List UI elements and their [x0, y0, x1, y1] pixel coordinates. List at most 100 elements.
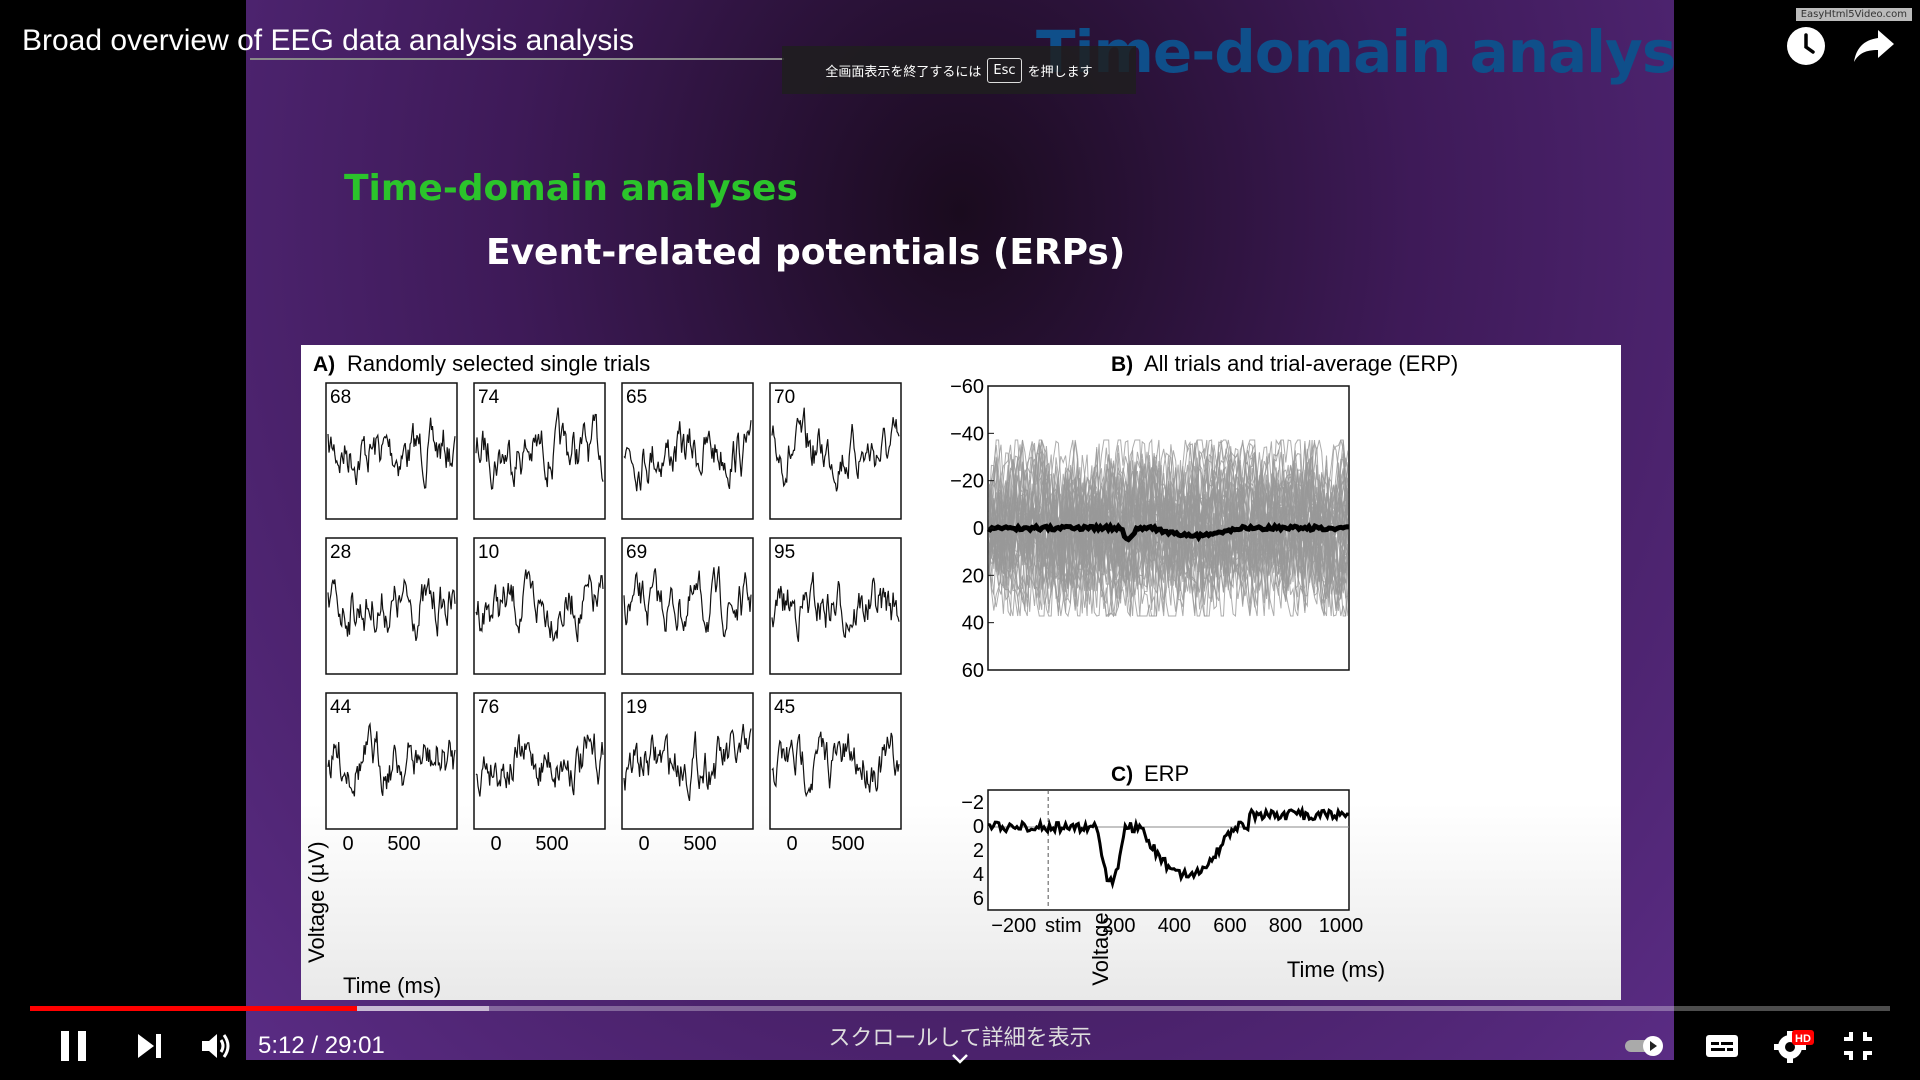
- panel-a-title: Randomly selected single trials: [347, 351, 650, 376]
- erp-line: [987, 804, 1350, 890]
- panel-c-xtick: stim: [1045, 915, 1082, 937]
- single-trial-trace: [988, 439, 1349, 618]
- exit-fullscreen-button[interactable]: [1838, 1024, 1878, 1068]
- panel-a-xtick: 500: [683, 833, 716, 855]
- trial-trace: [623, 723, 752, 802]
- trial-panel: 74: [473, 382, 606, 520]
- chevron-down-icon[interactable]: [950, 1052, 970, 1066]
- hd-badge: HD: [1795, 1033, 1811, 1045]
- watermark: EasyHtml5Video.com: [1795, 8, 1912, 21]
- panel-c-ytick: 6: [973, 888, 984, 910]
- erp-figure: A) Randomly selected single trials 68 74 6…: [301, 345, 1621, 1000]
- progress-played: [30, 1006, 358, 1011]
- erp-figure-svg: A) Randomly selected single trials 68 74 6…: [304, 351, 1458, 998]
- panel-a-xtick: 500: [387, 833, 420, 855]
- panel-c-label: C): [1111, 763, 1133, 786]
- pause-icon: [61, 1031, 86, 1061]
- panel-c-title: ERP: [1144, 761, 1189, 786]
- panel-c-ytick: 2: [973, 840, 984, 862]
- single-trial-trace: [988, 440, 1349, 617]
- panel-c-ytick: 4: [973, 864, 984, 886]
- panel-a-xtick: 500: [535, 833, 568, 855]
- trial-trace: [327, 417, 456, 489]
- trial-number: 28: [330, 542, 351, 563]
- trial-number: 68: [330, 387, 351, 408]
- trial-trace: [771, 572, 900, 642]
- panel-b-label: B): [1111, 353, 1133, 376]
- settings-icon: HD: [1774, 1030, 1814, 1063]
- panel-c-xtick: 400: [1158, 915, 1191, 937]
- trial-panel: 10: [473, 537, 606, 675]
- subtitles-button[interactable]: [1702, 1024, 1742, 1068]
- esc-key-label: Esc: [987, 57, 1022, 83]
- trial-frame: [473, 537, 606, 675]
- panel-a-xlabels: Time (ms): [343, 973, 441, 998]
- trial-number: 19: [626, 697, 647, 718]
- trial-number: 74: [478, 387, 500, 408]
- title-underline: [250, 58, 784, 60]
- video-title: Broad overview of EEG data analysis anal…: [22, 24, 634, 57]
- trial-trace: [475, 569, 604, 643]
- erp-average-line: [986, 521, 1350, 543]
- trial-panel: 95: [769, 537, 902, 675]
- time-display-text: 5:12 / 29:01: [258, 1032, 385, 1059]
- trial-number: 76: [478, 697, 499, 718]
- single-trial-trace: [988, 438, 1349, 617]
- panel-a-xtick: 0: [786, 833, 797, 855]
- panel-b-ytick: −60: [950, 376, 984, 398]
- subtitles-icon: [1706, 1035, 1738, 1057]
- panel-c-xtick: −200: [991, 915, 1036, 937]
- next-icon: [138, 1034, 161, 1058]
- slide-heading: Time-domain analyses: [344, 168, 798, 209]
- trial-panel: 65: [621, 382, 754, 520]
- trial-number: 10: [478, 542, 499, 563]
- panel-a-xticks: 0 500 0 500 0 500 0 500: [342, 833, 864, 855]
- toast-suffix: を押します: [1027, 64, 1093, 80]
- trial-trace: [623, 566, 752, 638]
- panel-c-xtick: 1000: [1319, 915, 1364, 937]
- trial-trace: [475, 733, 604, 797]
- time-display: 5:12 / 29:01: [258, 1024, 385, 1068]
- trial-number: 65: [626, 387, 647, 408]
- slide-ghost-title: Time-domain analyses: [1036, 18, 1674, 86]
- autoplay-toggle[interactable]: [1622, 1024, 1668, 1068]
- trial-panel: 44: [325, 692, 458, 830]
- volume-icon: [202, 1034, 230, 1058]
- panel-c-frame: [987, 789, 1350, 911]
- trial-number: 44: [330, 697, 352, 718]
- trial-frame: [473, 382, 606, 520]
- pause-button[interactable]: [56, 1024, 92, 1068]
- panel-c-ytick: 0: [973, 816, 984, 838]
- settings-button[interactable]: HD: [1772, 1024, 1816, 1068]
- slide-subheading: Event-related potentials (ERPs): [486, 232, 1126, 273]
- trial-panel: 69: [621, 537, 754, 675]
- trial-trace: [327, 578, 456, 641]
- all-trials-plot: −60 −40 −20 0 20 40 60: [950, 376, 1350, 682]
- share-icon[interactable]: [1850, 22, 1898, 70]
- single-trial-trace: [988, 439, 1349, 618]
- watch-later-icon[interactable]: [1782, 22, 1830, 70]
- scroll-hint[interactable]: スクロールして詳細を表示: [828, 1026, 1092, 1051]
- trial-trace: [771, 731, 900, 798]
- trial-panel: 45: [769, 692, 902, 830]
- trial-panel: 28: [325, 537, 458, 675]
- next-button[interactable]: [134, 1024, 166, 1068]
- panel-a-xtick: 500: [831, 833, 864, 855]
- trial-panel: 19: [621, 692, 754, 830]
- trial-panel: 70: [769, 382, 902, 520]
- panel-a-xtick: 0: [342, 833, 353, 855]
- exit-fullscreen-icon: [1844, 1032, 1872, 1060]
- progress-bar[interactable]: [30, 1006, 1890, 1011]
- trial-number: 95: [774, 542, 795, 563]
- volume-button[interactable]: [198, 1024, 234, 1068]
- panel-b-title: All trials and trial-average (ERP): [1144, 351, 1458, 376]
- panel-a-xtick: 0: [490, 833, 501, 855]
- panel-a-ylabel: Voltage (µV): [304, 841, 329, 963]
- trial-trace: [623, 420, 752, 492]
- trial-panel: 68: [325, 382, 458, 520]
- panel-b-ytick: 40: [962, 613, 984, 635]
- exit-fullscreen-toast: 全画面表示を終了するには Esc を押します: [782, 46, 1136, 94]
- panel-b-ytick: −40: [950, 423, 984, 445]
- trial-trace: [475, 407, 604, 490]
